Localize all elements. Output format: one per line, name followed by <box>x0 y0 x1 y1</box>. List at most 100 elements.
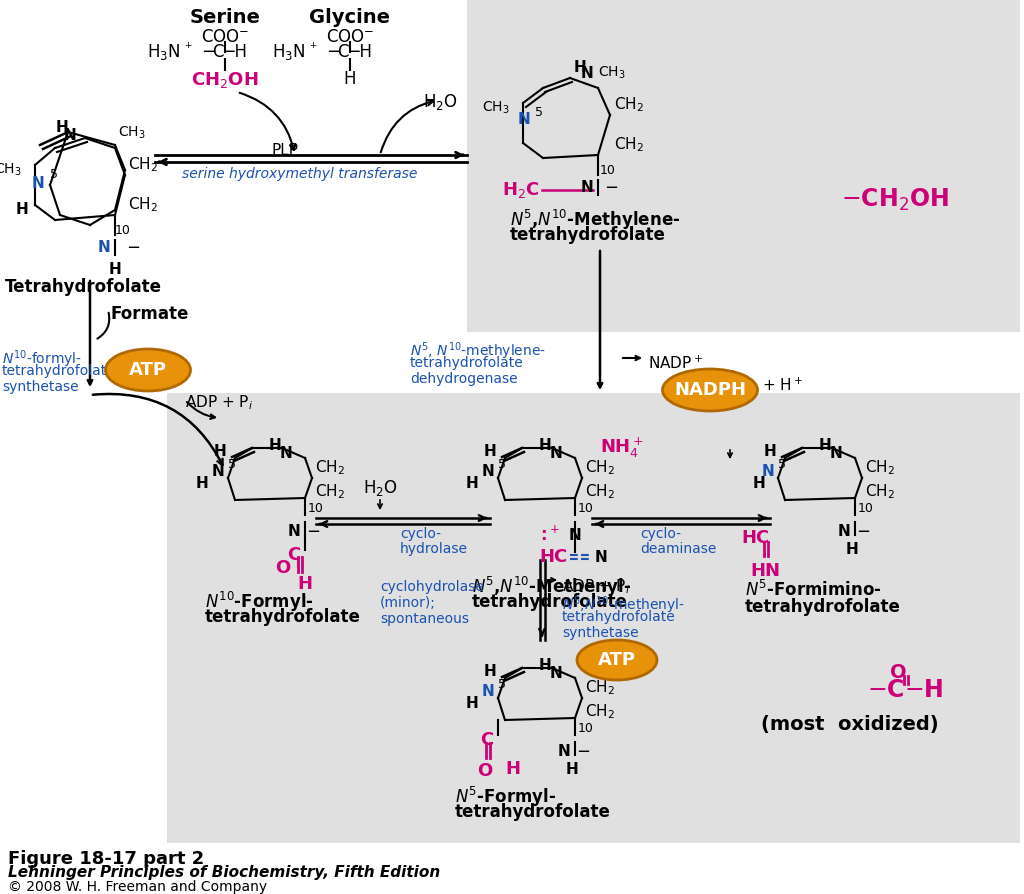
Text: CH$_2$: CH$_2$ <box>585 459 615 477</box>
Text: 5: 5 <box>50 168 58 181</box>
Text: $N^5$-Formyl-: $N^5$-Formyl- <box>455 785 556 809</box>
Text: CH$_2$: CH$_2$ <box>315 459 345 477</box>
Text: 10: 10 <box>858 502 873 515</box>
Text: $N^{10}$-Formyl-: $N^{10}$-Formyl- <box>205 590 313 614</box>
Text: $^+$: $^+$ <box>308 41 318 55</box>
Text: CH$_2$: CH$_2$ <box>614 136 644 155</box>
Text: N: N <box>568 527 582 543</box>
Text: Lehninger Principles of Biochemistry, Fifth Edition: Lehninger Principles of Biochemistry, Fi… <box>8 865 440 880</box>
Text: 10: 10 <box>308 502 324 515</box>
Text: :$^+$: :$^+$ <box>541 526 560 544</box>
Text: $N^5$,$N^{10}$-Methylene-: $N^5$,$N^{10}$-Methylene- <box>510 208 680 232</box>
Text: synthetase: synthetase <box>562 626 639 640</box>
Text: N: N <box>595 550 608 564</box>
Text: O: O <box>890 662 906 681</box>
Text: O: O <box>477 762 493 780</box>
Text: N: N <box>557 745 570 760</box>
Text: + H$^+$: + H$^+$ <box>762 376 803 393</box>
Text: $-$CH$_2$OH: $-$CH$_2$OH <box>841 187 949 213</box>
Text: N: N <box>581 181 593 196</box>
Text: H: H <box>55 121 69 136</box>
Text: CH$_2$: CH$_2$ <box>128 156 158 174</box>
Text: H$_3$N: H$_3$N <box>271 42 305 62</box>
Text: © 2008 W. H. Freeman and Company: © 2008 W. H. Freeman and Company <box>8 880 267 894</box>
Text: CH$_2$: CH$_2$ <box>585 703 615 721</box>
Text: CH$_3$: CH$_3$ <box>598 64 626 81</box>
Text: tetrahydrofolate: tetrahydrofolate <box>562 610 676 624</box>
Text: O: O <box>274 559 290 577</box>
Text: ─: ─ <box>578 743 588 761</box>
Text: N: N <box>762 465 774 479</box>
Text: CH$_2$: CH$_2$ <box>585 483 615 502</box>
Text: N: N <box>550 665 563 680</box>
Text: H: H <box>196 476 208 491</box>
Text: N: N <box>97 240 110 256</box>
Text: H: H <box>344 70 356 88</box>
Ellipse shape <box>577 640 657 680</box>
Text: tetrahydrofolate: tetrahydrofolate <box>510 226 666 244</box>
Text: NH$_4^+$: NH$_4^+$ <box>600 436 643 460</box>
Text: 5: 5 <box>498 459 506 471</box>
Text: H: H <box>483 664 497 679</box>
Text: H: H <box>846 542 858 557</box>
Text: COO$^{-}$: COO$^{-}$ <box>326 28 374 46</box>
Text: N: N <box>481 685 495 699</box>
Text: HC: HC <box>540 548 568 566</box>
Text: CH$_2$: CH$_2$ <box>585 679 615 697</box>
Text: ATP: ATP <box>129 361 167 379</box>
Text: ADP + P$_i$: ADP + P$_i$ <box>185 393 253 412</box>
Text: tetrahydrofolate: tetrahydrofolate <box>455 803 611 821</box>
Text: $N^5$-Formimino-: $N^5$-Formimino- <box>745 580 882 600</box>
Text: H$_3$N: H$_3$N <box>146 42 180 62</box>
Text: $N^5$, $N^{10}$-methylene-: $N^5$, $N^{10}$-methylene- <box>410 340 546 361</box>
Ellipse shape <box>105 349 190 391</box>
Text: 5: 5 <box>498 679 506 691</box>
Text: H: H <box>268 437 282 452</box>
Text: H: H <box>15 203 29 217</box>
Text: H: H <box>505 760 520 778</box>
Text: $^+$: $^+$ <box>183 41 194 55</box>
Text: 5: 5 <box>228 459 236 471</box>
Text: COO$^{-}$: COO$^{-}$ <box>201 28 249 46</box>
Text: synthetase: synthetase <box>2 380 79 394</box>
Text: CH$_2$: CH$_2$ <box>614 96 644 114</box>
Text: H: H <box>753 476 765 491</box>
Text: H: H <box>539 657 551 672</box>
Text: CH$_3$: CH$_3$ <box>482 100 510 116</box>
Text: N: N <box>550 445 563 460</box>
Text: 10: 10 <box>600 164 615 176</box>
Text: ─: ─ <box>858 523 868 541</box>
Text: HN: HN <box>750 562 780 580</box>
Text: H$_2$C: H$_2$C <box>502 180 540 200</box>
Text: (minor);: (minor); <box>380 596 436 610</box>
Text: ─C─H: ─C─H <box>203 43 247 61</box>
Text: 10: 10 <box>115 224 131 237</box>
Text: CH$_2$: CH$_2$ <box>865 459 895 477</box>
Text: Figure 18-17 part 2: Figure 18-17 part 2 <box>8 850 204 868</box>
Text: PLP: PLP <box>271 143 299 158</box>
Text: hydrolase: hydrolase <box>400 542 468 556</box>
Text: $N^5$,$N^{10}$-methenyl-: $N^5$,$N^{10}$-methenyl- <box>562 594 685 616</box>
Text: H$_2$O: H$_2$O <box>362 478 397 498</box>
Text: cyclo-: cyclo- <box>640 527 681 541</box>
Text: N: N <box>517 113 530 128</box>
Text: CH$_2$: CH$_2$ <box>315 483 345 502</box>
Text: ─C─H: ─C─H <box>328 43 372 61</box>
Text: N: N <box>32 175 44 190</box>
Text: ATP: ATP <box>598 651 636 669</box>
Text: ADP + P$_i$: ADP + P$_i$ <box>562 577 630 595</box>
Text: tetrahydrofolate: tetrahydrofolate <box>472 593 628 611</box>
Text: N: N <box>838 525 850 539</box>
Text: H: H <box>465 696 478 711</box>
Text: tetrahydrofolate: tetrahydrofolate <box>410 356 523 370</box>
Ellipse shape <box>663 369 758 411</box>
Text: C: C <box>480 731 493 749</box>
Text: serine hydroxymethyl transferase: serine hydroxymethyl transferase <box>182 167 418 181</box>
Text: tetrahydrofolate: tetrahydrofolate <box>205 608 360 626</box>
Text: Tetrahydrofolate: Tetrahydrofolate <box>5 278 162 296</box>
Text: C: C <box>287 546 300 564</box>
Text: 5: 5 <box>535 105 543 119</box>
Text: H: H <box>214 444 226 460</box>
Text: $N^5$,$N^{10}$-Methenyl-: $N^5$,$N^{10}$-Methenyl- <box>472 575 631 599</box>
Text: CH$_2$: CH$_2$ <box>865 483 895 502</box>
